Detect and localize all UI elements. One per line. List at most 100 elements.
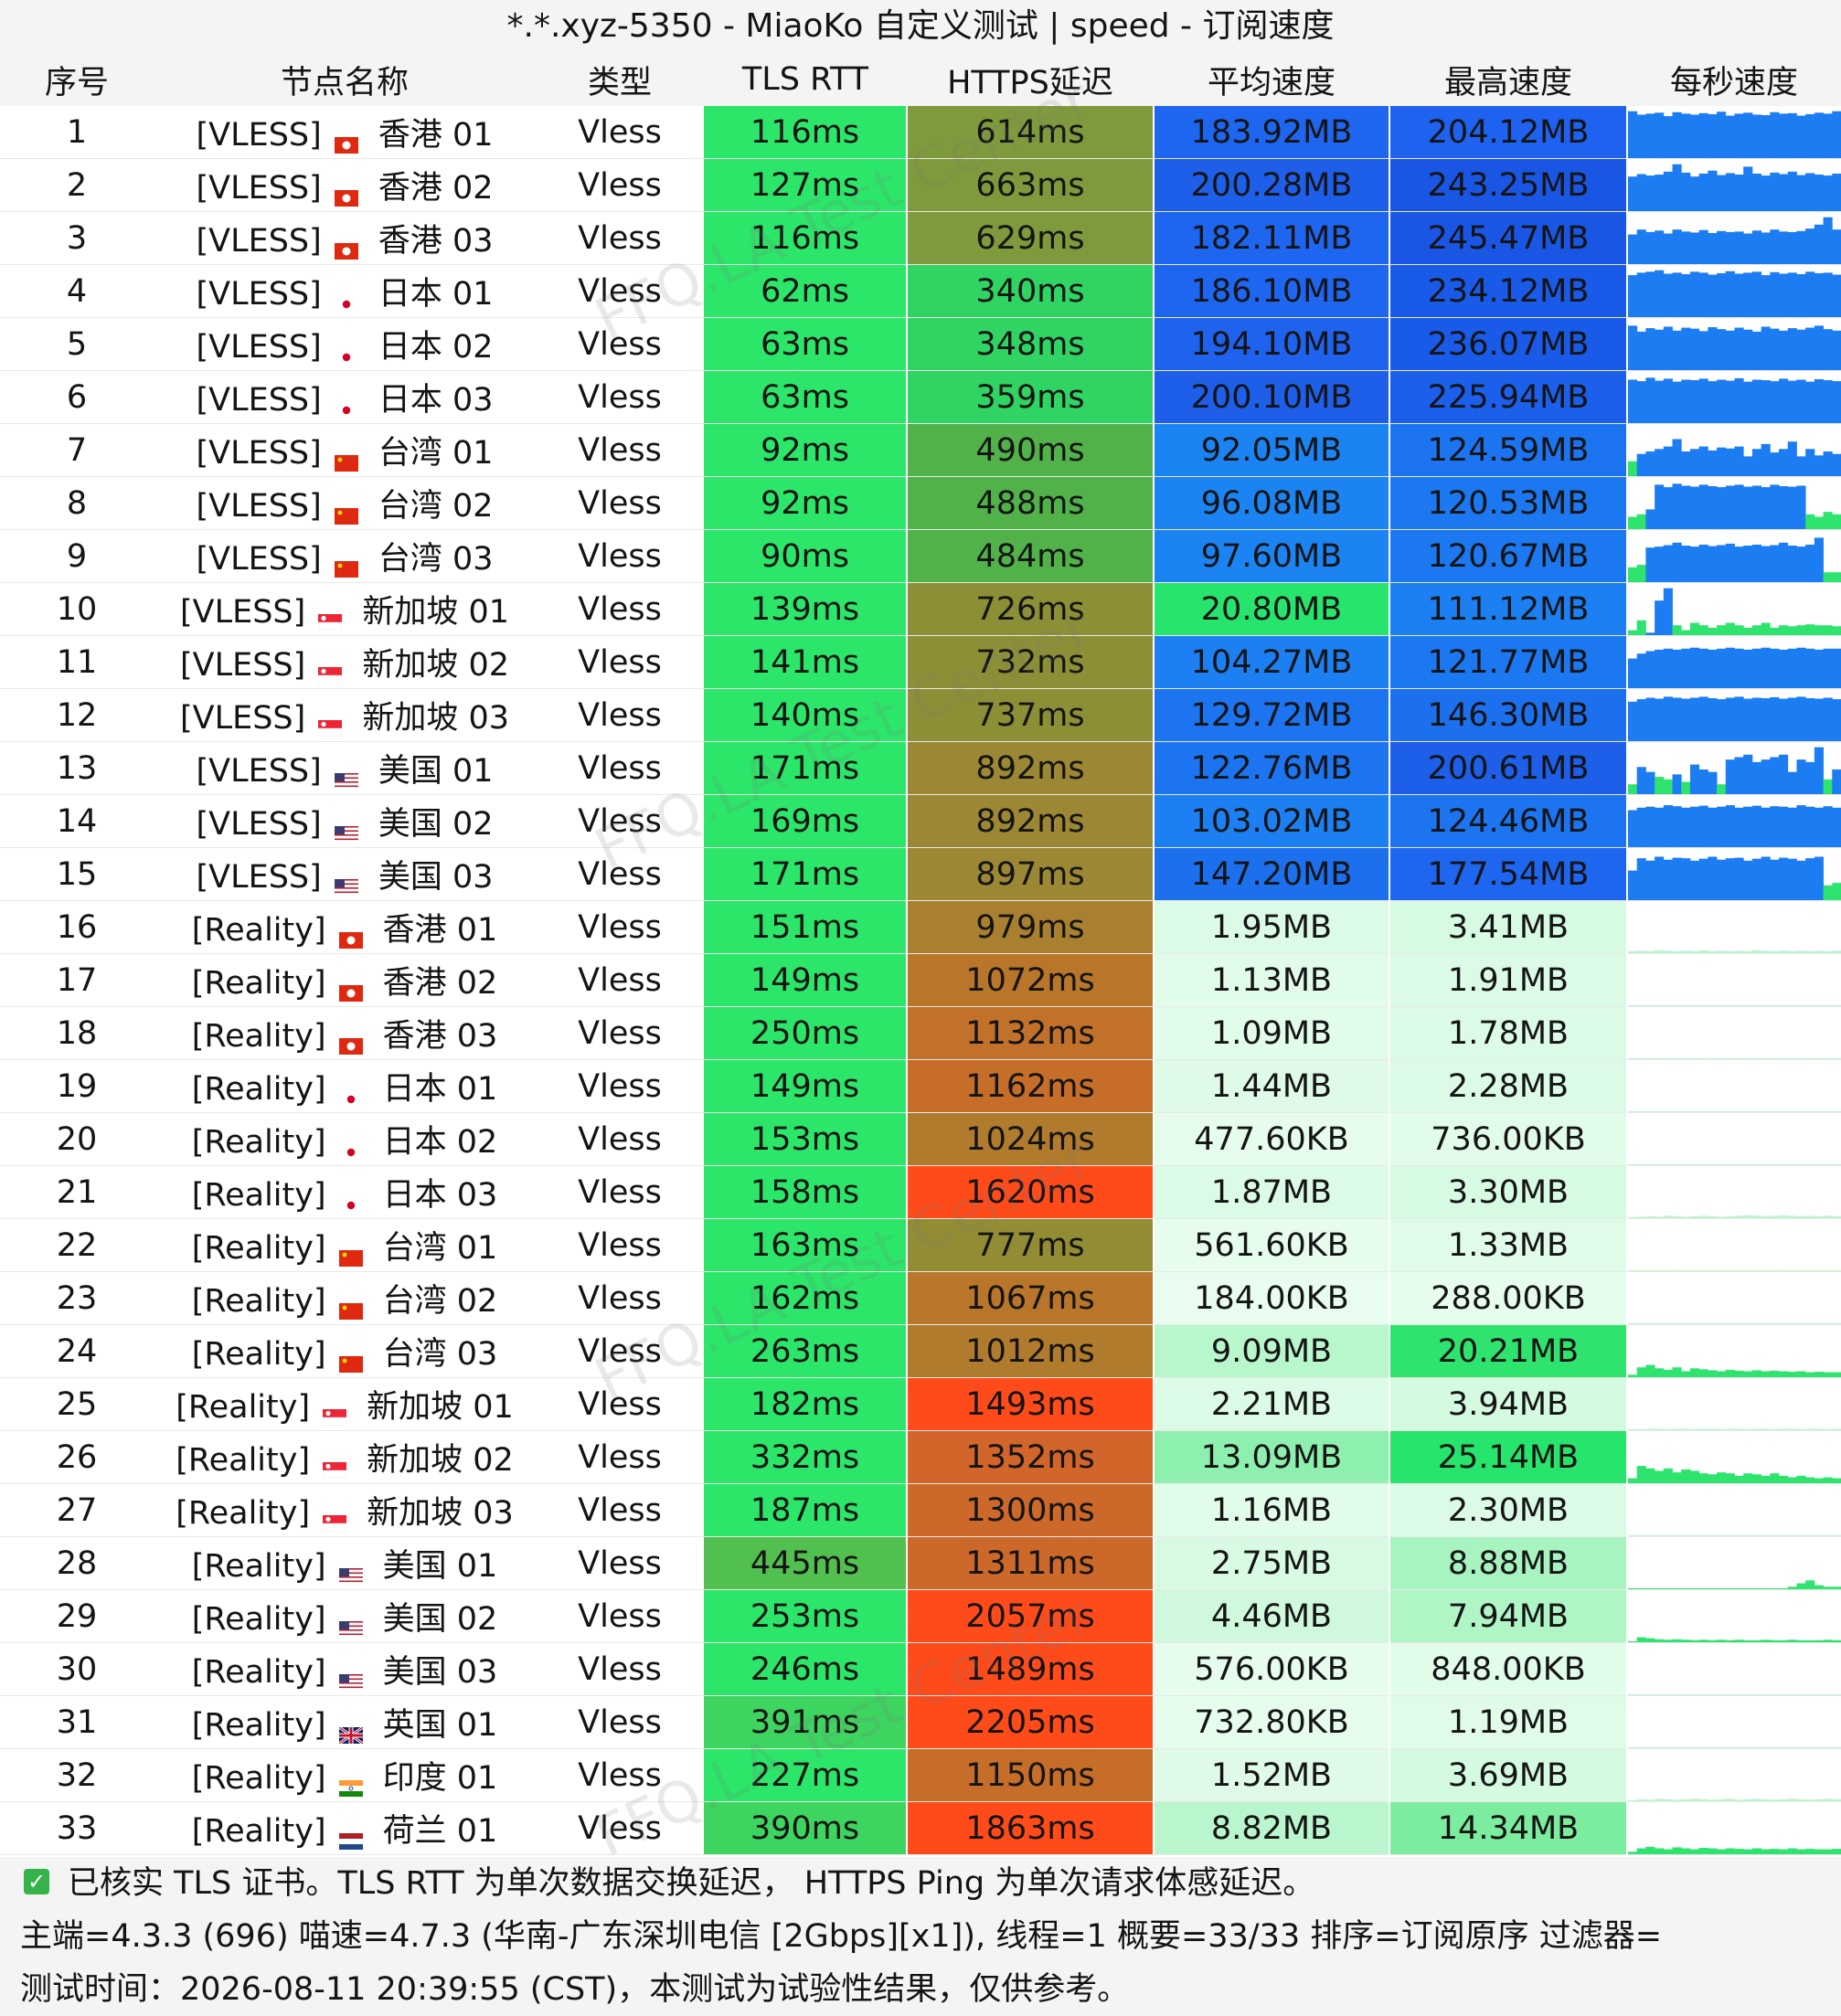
table-row[interactable]: 32 [Reality] 印度 01 Vless 227ms 1150ms 1.52MB 3.…	[0, 1748, 1841, 1802]
table-row[interactable]: 17 [Reality] 香港 02 Vless 149ms 1072ms 1.13MB 1.…	[0, 953, 1841, 1007]
china-flag	[334, 549, 358, 578]
tls-rtt-cell: 169ms	[704, 794, 908, 848]
table-row[interactable]: 13 [VLESS] 美国 01 Vless 171ms 892ms 122.76MB 200…	[0, 741, 1841, 795]
speed-bar	[1770, 1370, 1780, 1377]
speed-bar	[1717, 545, 1727, 582]
speed-bar	[1645, 1587, 1655, 1589]
table-row[interactable]: 22 [Reality] 台湾 01 Vless 163ms 777ms 561.60KB 1…	[0, 1218, 1841, 1272]
speed-bar	[1708, 1693, 1718, 1695]
tls-rtt-cell: 92ms	[704, 476, 908, 530]
speed-bar	[1814, 1746, 1824, 1748]
table-row[interactable]: 4 [VLESS] 日本 01 Vless 62ms 340ms 186.10MB 234.1…	[0, 264, 1841, 318]
speed-bar	[1814, 454, 1824, 476]
speed-bar	[1832, 1322, 1841, 1324]
table-row[interactable]: 3 [VLESS] 香港 03 Vless 116ms 629ms 182.11MB 245.…	[0, 211, 1841, 265]
col-header-per-second-speed[interactable]: 每秒速度	[1627, 53, 1841, 106]
table-row[interactable]: 16 [Reality] 香港 01 Vless 151ms 979ms 1.95MB 3.4…	[0, 900, 1841, 954]
singapore-flag	[318, 708, 343, 737]
speed-bar	[1779, 698, 1789, 741]
table-row[interactable]: 19 [Reality] 日本 01 Vless 149ms 1162ms 1.44MB 2.…	[0, 1059, 1841, 1113]
table-row[interactable]: 8 [VLESS] 台湾 02 Vless 92ms 488ms 96.08MB 120.53…	[0, 476, 1841, 530]
https-latency-cell: 777ms	[907, 1218, 1155, 1272]
table-row[interactable]: 12 [VLESS] 新加坡 03 Vless 140ms 737ms 129.72MB 14…	[0, 688, 1841, 742]
speed-bar	[1689, 1269, 1700, 1271]
speed-bar	[1708, 1004, 1718, 1006]
max-speed-cell: 200.61MB	[1389, 741, 1628, 795]
speed-bar	[1655, 483, 1665, 529]
table-row[interactable]: 1 [VLESS] 香港 01 Vless 116ms 614ms 183.92MB 204.…	[0, 106, 1841, 159]
speed-bar	[1636, 514, 1646, 529]
table-row[interactable]: 11 [VLESS] 新加坡 02 Vless 141ms 732ms 104.27MB 12…	[0, 635, 1841, 689]
node-type: Vless	[536, 1695, 704, 1749]
table-row[interactable]: 33 [Reality] 荷兰 01 Vless 390ms 1863ms 8.82MB 14…	[0, 1801, 1841, 1855]
table-row[interactable]: 15 [VLESS] 美国 03 Vless 171ms 897ms 147.20MB 177…	[0, 847, 1841, 901]
col-header-type[interactable]: 类型	[536, 53, 704, 106]
table-row[interactable]: 18 [Reality] 香港 03 Vless 250ms 1132ms 1.09MB 1.…	[0, 1006, 1841, 1060]
speed-bar	[1823, 1322, 1833, 1324]
col-header-avg-speed[interactable]: 平均速度	[1154, 53, 1389, 106]
speed-bar	[1761, 1427, 1771, 1430]
table-row[interactable]: 25 [Reality] 新加坡 01 Vless 182ms 1493ms 2.21MB 3…	[0, 1377, 1841, 1431]
speed-bar	[1823, 1534, 1833, 1536]
speed-bar	[1751, 544, 1762, 582]
table-row[interactable]: 27 [Reality] 新加坡 03 Vless 187ms 1300ms 1.16MB 2…	[0, 1483, 1841, 1537]
speed-bar	[1814, 1693, 1824, 1695]
table-row[interactable]: 31 [Reality] 英国 01 Vless 391ms 2205ms 732.80KB…	[0, 1695, 1841, 1749]
speed-bar	[1698, 229, 1708, 264]
table-row[interactable]: 2 [VLESS] 香港 02 Vless 127ms 663ms 200.28MB 243.…	[0, 158, 1841, 212]
table-row[interactable]: 26 [Reality] 新加坡 02 Vless 332ms 1352ms 13.09MB…	[0, 1430, 1841, 1484]
speed-bar	[1645, 1215, 1655, 1218]
table-row[interactable]: 10 [VLESS] 新加坡 01 Vless 139ms 726ms 20.80MB 111…	[0, 582, 1841, 636]
speed-bar	[1628, 1693, 1638, 1695]
col-header-https-latency[interactable]: HTTPS延迟	[907, 53, 1154, 106]
table-row[interactable]: 6 [VLESS] 日本 03 Vless 63ms 359ms 200.10MB 225.9…	[0, 370, 1841, 424]
col-header-max-speed[interactable]: 最高速度	[1389, 53, 1627, 106]
speed-bar	[1734, 1693, 1744, 1695]
speed-bar	[1698, 1587, 1708, 1589]
speed-bar	[1717, 486, 1727, 529]
table-row[interactable]: 14 [VLESS] 美国 02 Vless 169ms 892ms 103.02MB 124…	[0, 794, 1841, 848]
speed-bar	[1823, 1215, 1833, 1218]
speed-bar	[1725, 1534, 1735, 1536]
test-time-text: 测试时间：2026-08-11 20:39:55 (CST)，本测试为试验性结果…	[20, 1971, 1130, 2008]
speed-bar	[1645, 1798, 1655, 1801]
row-index: 23	[0, 1271, 154, 1325]
node-type: Vless	[536, 1271, 704, 1325]
speed-bar	[1796, 484, 1806, 529]
speed-bar	[1725, 172, 1735, 211]
table-row[interactable]: 30 [Reality] 美国 03 Vless 246ms 1489ms 576.00KB…	[0, 1642, 1841, 1696]
speed-bar	[1725, 1269, 1735, 1271]
speed-bar	[1796, 546, 1806, 582]
speed-bar	[1823, 1477, 1833, 1483]
per-second-speed-cell	[1627, 529, 1841, 583]
https-latency-cell: 897ms	[907, 847, 1155, 901]
speed-bar	[1645, 377, 1655, 423]
speed-bar	[1770, 1746, 1780, 1748]
speed-bar	[1681, 230, 1691, 264]
speed-bar	[1645, 651, 1655, 688]
table-row[interactable]: 28 [Reality] 美国 01 Vless 445ms 1311ms 2.75MB 8.…	[0, 1536, 1841, 1590]
col-header-index[interactable]: 序号	[0, 53, 154, 106]
speed-bar	[1832, 1639, 1841, 1642]
avg-speed-cell: 1.13MB	[1154, 953, 1390, 1007]
speed-bar	[1823, 1693, 1833, 1695]
table-row[interactable]: 29 [Reality] 美国 02 Vless 253ms 2057ms 4.46MB 7.…	[0, 1589, 1841, 1643]
speed-bar	[1672, 649, 1682, 688]
table-row[interactable]: 9 [VLESS] 台湾 03 Vless 90ms 484ms 97.60MB 120.67…	[0, 529, 1841, 583]
node-name: 新加坡 03	[362, 700, 509, 737]
table-row[interactable]: 23 [Reality] 台湾 02 Vless 162ms 1067ms 184.00KB…	[0, 1271, 1841, 1325]
table-row[interactable]: 24 [Reality] 台湾 03 Vless 263ms 1012ms 9.09MB 20…	[0, 1324, 1841, 1378]
col-header-tls-rtt[interactable]: TLS RTT	[704, 53, 907, 106]
https-latency-cell: 488ms	[907, 476, 1155, 530]
https-latency-cell: 1012ms	[907, 1324, 1155, 1378]
speed-bar	[1823, 1639, 1833, 1642]
table-row[interactable]: 21 [Reality] 日本 03 Vless 158ms 1620ms 1.87MB 3.…	[0, 1165, 1841, 1219]
table-row[interactable]: 7 [VLESS] 台湾 01 Vless 92ms 490ms 92.05MB 124.59…	[0, 423, 1841, 477]
col-header-node-name[interactable]: 节点名称	[154, 53, 536, 106]
speed-bar	[1743, 649, 1753, 688]
table-row[interactable]: 20 [Reality] 日本 02 Vless 153ms 1024ms 477.60KB…	[0, 1112, 1841, 1166]
speed-bar	[1645, 1110, 1655, 1112]
speed-bar	[1832, 1110, 1841, 1112]
speed-bar	[1751, 1534, 1762, 1536]
table-row[interactable]: 5 [VLESS] 日本 02 Vless 63ms 348ms 194.10MB 236.0…	[0, 317, 1841, 371]
